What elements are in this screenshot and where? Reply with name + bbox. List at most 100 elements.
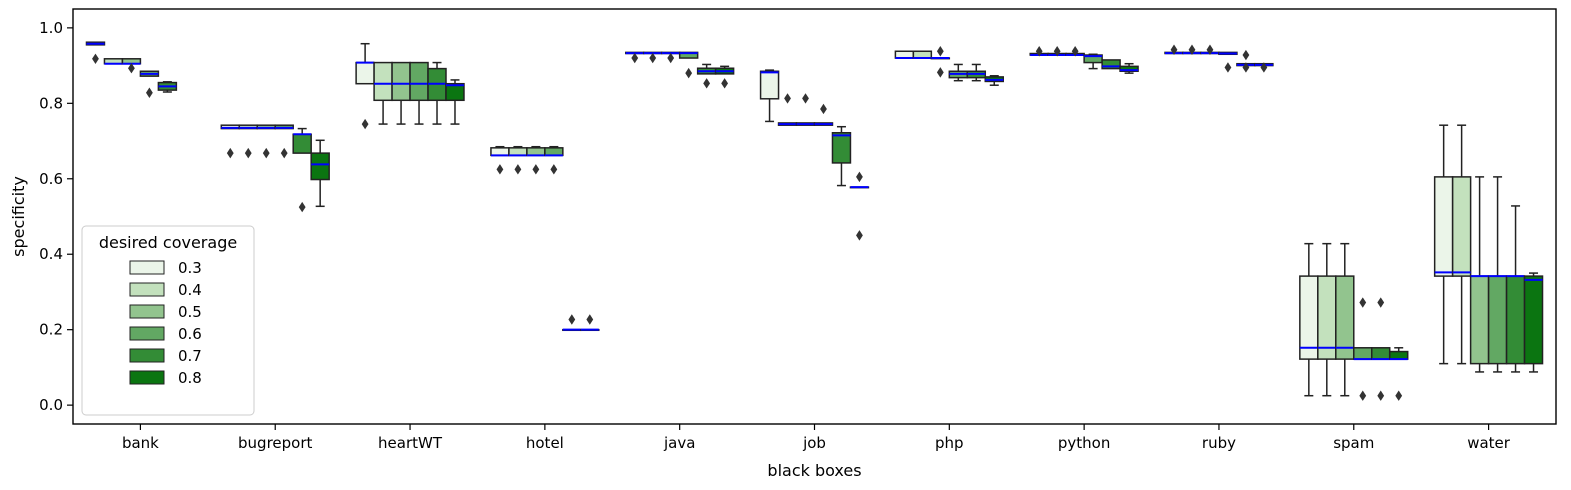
box-coverage-0.3 (759, 70, 780, 100)
legend-frame (81, 225, 255, 416)
outlier-point (1395, 390, 1403, 401)
outlier-point (1224, 62, 1232, 73)
y-tick-label: 1.0 (39, 19, 63, 37)
outlier-point (631, 52, 639, 64)
x-tick-label: bugreport (238, 434, 312, 452)
box-coverage-0.3 (490, 147, 510, 157)
outlier-point (721, 78, 729, 89)
outlier-point (128, 63, 135, 74)
outlier-point (262, 147, 270, 159)
outlier-point (1242, 62, 1250, 73)
y-tick-label: 0.4 (39, 245, 63, 263)
outlier-point (496, 164, 504, 175)
outlier-point (92, 53, 99, 64)
legend-swatch (129, 348, 165, 363)
outlier-point (361, 118, 369, 130)
box-coverage-0.4 (1317, 275, 1337, 360)
box-group-python (1029, 46, 1139, 74)
outlier-point (1260, 62, 1268, 73)
x-tick-label: python (1058, 434, 1110, 452)
x-tick-label: heartWT (378, 434, 443, 452)
box-coverage-0.8 (445, 82, 465, 102)
outlier-point (568, 314, 576, 325)
outlier-point (586, 314, 594, 325)
box-coverage-0.7 (1505, 275, 1526, 365)
box-group-job (759, 69, 870, 241)
outlier-point (1359, 390, 1367, 401)
outlier-point (685, 67, 693, 79)
x-tick-label: water (1467, 434, 1511, 452)
legend-title: desired coverage (99, 233, 237, 252)
box-group-hotel (490, 145, 600, 332)
outlier-point (1359, 297, 1367, 308)
outlier-point (298, 201, 306, 213)
box-coverage-0.4 (373, 61, 393, 102)
x-tick-label: job (802, 434, 826, 452)
box-coverage-0.5 (526, 147, 546, 157)
outlier-point (532, 164, 540, 175)
legend-entry-label: 0.5 (178, 303, 202, 321)
legend-entry-label: 0.8 (178, 369, 202, 387)
legend-entry-label: 0.6 (178, 325, 202, 343)
outlier-point (1053, 46, 1061, 57)
box-coverage-0.8 (1388, 350, 1409, 360)
box-coverage-0.7 (1370, 347, 1391, 360)
outlier-point (856, 230, 863, 241)
x-tick-label: hotel (526, 434, 564, 452)
box-group-bank (85, 41, 178, 98)
outlier-point (1170, 44, 1178, 55)
outlier-point (550, 164, 558, 175)
x-axis-title: black boxes (767, 461, 861, 480)
box-coverage-0.8 (1523, 275, 1544, 365)
box-group-heartWT (355, 42, 465, 130)
legend-entry-label: 0.3 (178, 259, 202, 277)
y-axis-title: specificity (9, 176, 28, 257)
outlier-point (1071, 46, 1079, 57)
outlier-point (1188, 44, 1196, 55)
box-coverage-0.8 (1119, 65, 1139, 72)
outlier-point (145, 87, 153, 98)
outlier-point (784, 93, 791, 104)
outlier-point (649, 52, 657, 64)
x-tick-label: bank (122, 434, 159, 452)
x-tick-label: java (663, 434, 695, 452)
box-coverage-0.8 (310, 152, 330, 181)
box-coverage-0.4 (912, 50, 933, 59)
x-tick-label: ruby (1202, 434, 1236, 452)
legend: desired coverage 0.3 0.4 0.5 0.6 0.7 0.8 (81, 225, 255, 416)
x-axis: bank bugreport heartWT hotel java job php pytho… (122, 424, 1511, 452)
legend-swatch (129, 260, 165, 275)
box-coverage-0.6 (1083, 54, 1103, 64)
box-coverage-0.4 (508, 147, 528, 157)
legend-swatch (129, 304, 165, 319)
outlier-point (1377, 390, 1385, 401)
box-coverage-0.5 (1469, 275, 1490, 365)
box-coverage-0.7 (831, 131, 852, 164)
box-coverage-0.5 (391, 61, 411, 102)
legend-swatch (129, 370, 165, 385)
outlier-point (856, 171, 863, 183)
box-coverage-0.7 (292, 133, 312, 154)
box-group-bugreport (220, 124, 330, 213)
outlier-point (936, 46, 944, 57)
x-tick-label: php (935, 434, 964, 452)
legend-entry-label: 0.7 (178, 347, 202, 365)
outlier-point (244, 147, 252, 159)
box-group-php (894, 46, 1004, 86)
box-coverage-0.6 (409, 61, 429, 102)
outlier-point (1377, 297, 1385, 308)
legend-entry-label: 0.4 (178, 281, 202, 299)
box-coverage-0.7 (1101, 59, 1121, 70)
box-coverage-0.4 (1451, 176, 1472, 277)
legend-swatch (129, 282, 165, 297)
box-group-java (625, 51, 735, 89)
outlier-point (280, 147, 288, 159)
y-tick-label: 0.8 (39, 94, 63, 112)
y-axis: 0.0 0.2 0.4 0.6 0.8 1.0 (39, 19, 73, 414)
outlier-point (1035, 46, 1043, 57)
outlier-point (1242, 49, 1250, 61)
box-coverage-0.5 (1335, 275, 1355, 360)
y-tick-label: 0.2 (39, 321, 63, 339)
box-coverage-0.3 (1299, 275, 1319, 360)
